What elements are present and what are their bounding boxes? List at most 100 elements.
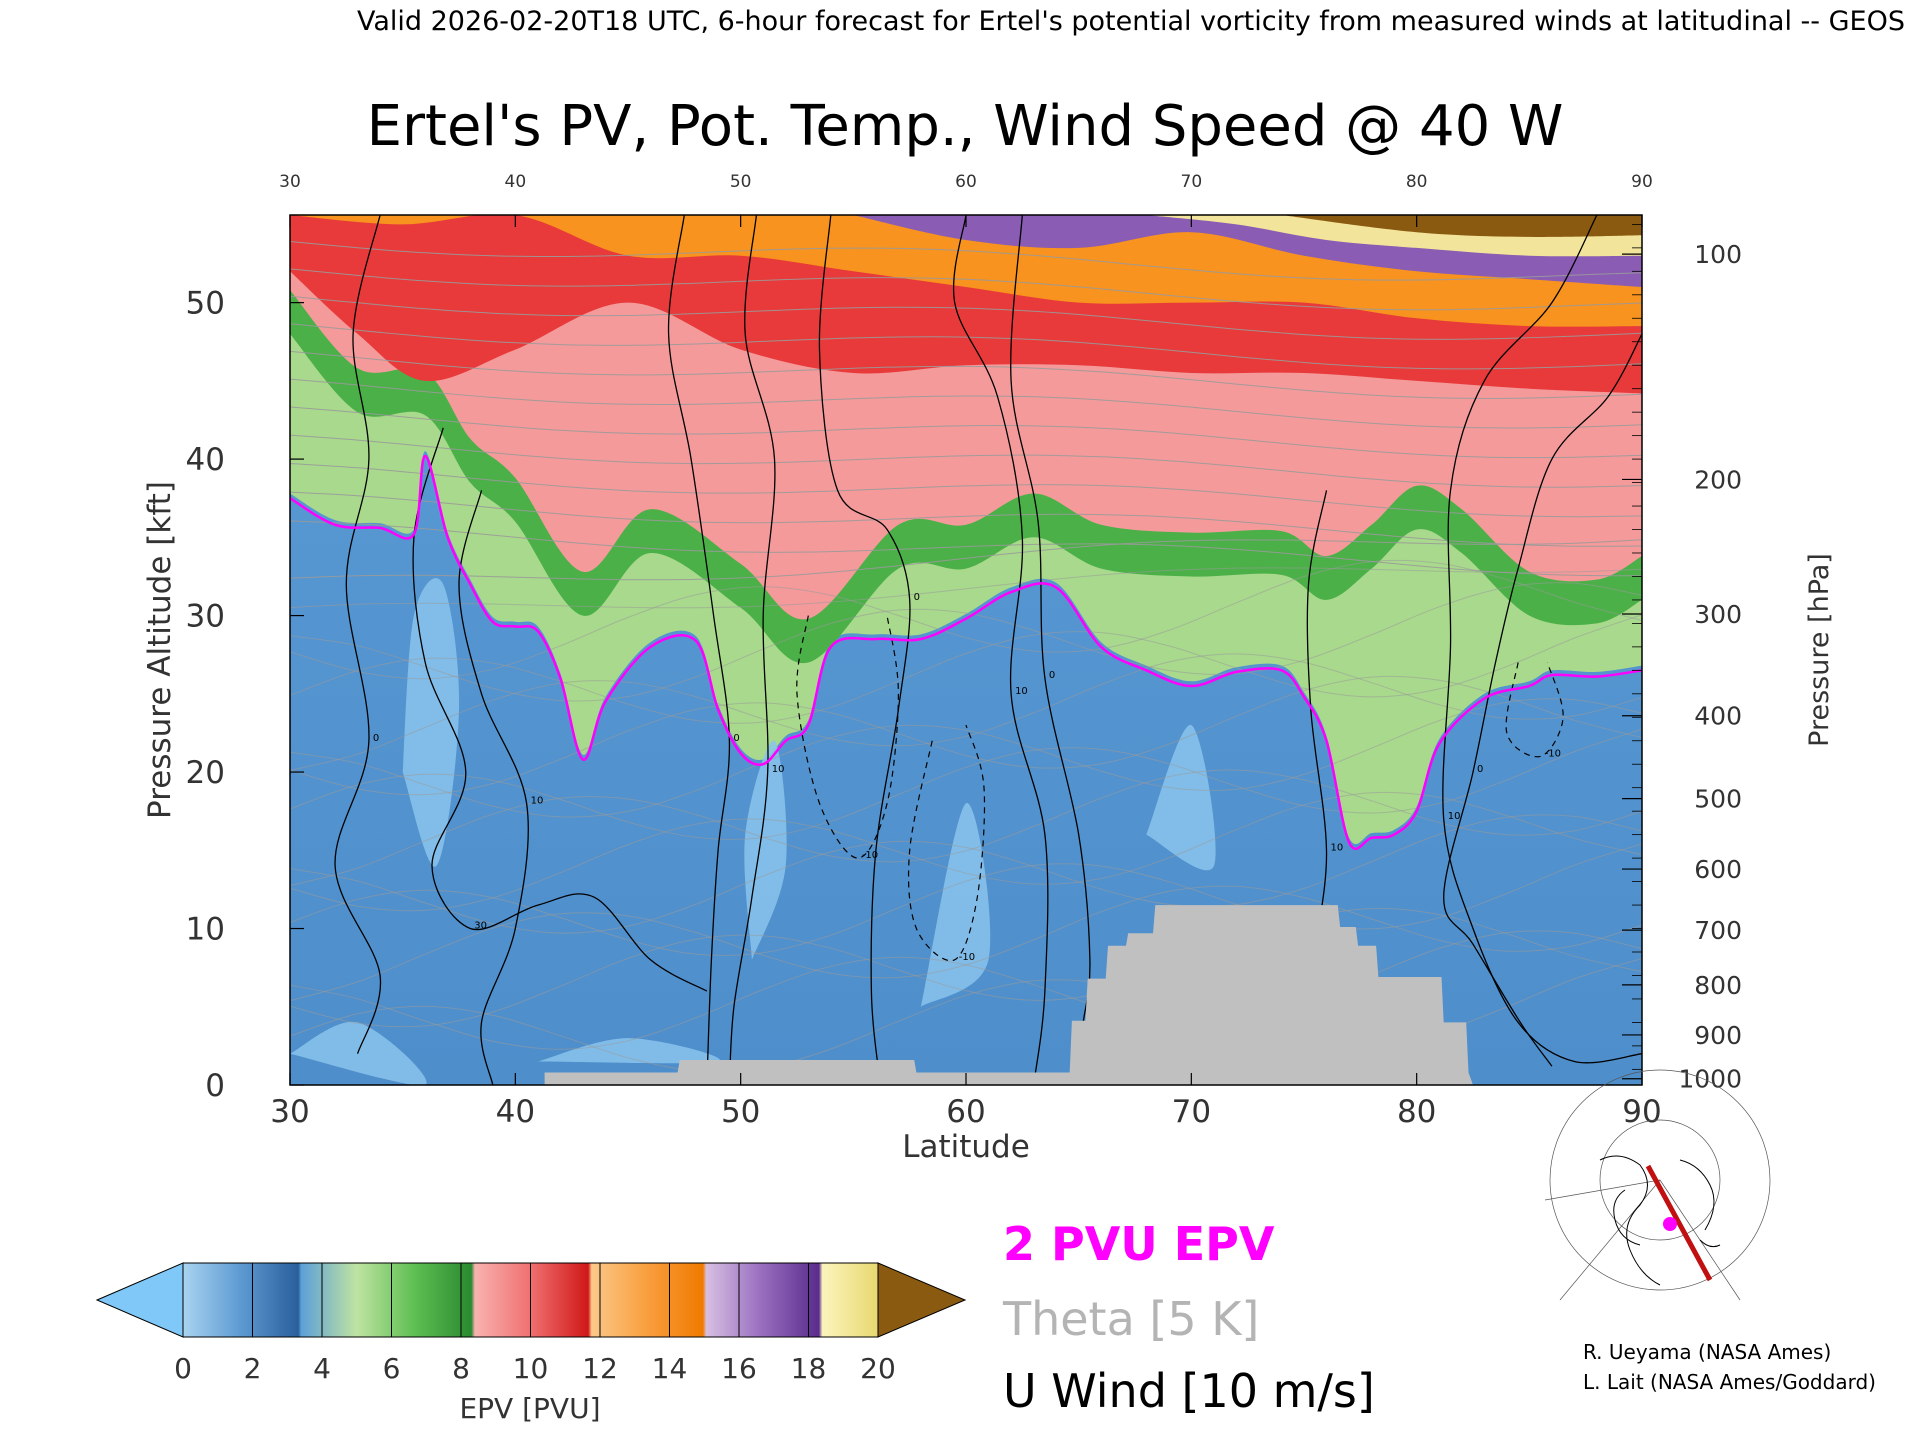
theta-contour: [290, 463, 1642, 518]
y-tick-label-right: 300: [1694, 600, 1742, 629]
y2-axis-label: Pressure [hPa]: [1804, 553, 1835, 747]
y-tick-label-right: 100: [1694, 240, 1742, 269]
low-epv-patches: [290, 578, 1216, 1085]
theta-contour: [290, 491, 1642, 547]
forecast-header: Valid 2026-02-20T18 UTC, 6-hour forecast…: [357, 6, 1905, 37]
x-tick-label-bottom: 50: [721, 1094, 760, 1130]
x-tick-label-top: 70: [1181, 172, 1203, 192]
u-wind-label: 10: [531, 795, 544, 806]
colorbar-tick-label: 8: [452, 1352, 470, 1385]
u-wind-contour: [818, 215, 911, 1085]
u-wind-label: 10: [1331, 842, 1344, 853]
theta-contour: [290, 675, 1642, 796]
colorbar-ticks: 0 2 4 6 8 10 12 14 16 18 20: [174, 1263, 896, 1385]
low-epv-patch: [1146, 724, 1216, 871]
chart-title: Ertel's PV, Pot. Temp., Wind Speed @ 40 …: [367, 94, 1564, 159]
colorbar-low-arrow: [95, 1262, 184, 1338]
u-wind-dashed-contour: [796, 615, 900, 859]
credit-ueyama: R. Ueyama (NASA Ames): [1583, 1340, 1831, 1364]
theta-contour: [290, 241, 1642, 281]
legend-pv: 2 PVU EPV: [1003, 1217, 1275, 1271]
x-tick-label-bottom: 90: [1622, 1094, 1661, 1130]
colorbar-tick-label: 14: [652, 1352, 688, 1385]
x-tick-label-top: 40: [505, 172, 527, 192]
y-tick-label-right: 400: [1694, 702, 1742, 731]
y-axis-label: Pressure Altitude [kft]: [142, 481, 178, 819]
u-wind-label: 0: [1477, 764, 1483, 775]
u-wind-contour: [1443, 333, 1642, 1067]
epv-band-brown: [1281, 215, 1642, 237]
colorbar-high-arrow: [877, 1262, 967, 1338]
y-tick-label-left: 10: [186, 912, 225, 948]
y-tick-label-right: 1000: [1678, 1065, 1742, 1094]
y-tick-label-right: 700: [1694, 916, 1742, 945]
u-wind-label: 10: [772, 764, 785, 775]
y-tick-label-right: 200: [1694, 465, 1742, 494]
legend-theta: Theta [5 K]: [1002, 1292, 1259, 1346]
u-wind-label: -10: [1545, 748, 1561, 759]
legend-uwind: U Wind [10 m/s]: [1003, 1364, 1375, 1418]
u-wind-contour: [667, 215, 731, 1085]
y-tick-label-left: 20: [186, 755, 225, 791]
colorbar-tick-label: 20: [860, 1352, 896, 1385]
y-tick-label-left: 40: [186, 442, 225, 478]
x-axis-label: Latitude: [902, 1129, 1030, 1165]
u-wind-dashed-contour: [1505, 662, 1564, 758]
colorbar-label: EPV [PVU]: [459, 1392, 600, 1425]
x-tick-label-bottom: 40: [496, 1094, 535, 1130]
x-axis-top: 30 40 50 60 70 80 90: [279, 172, 1653, 227]
inset-map: [1542, 1069, 1771, 1304]
u-wind-contour: [412, 427, 708, 992]
u-wind-contour: [728, 215, 776, 1085]
theta-contour: [290, 406, 1642, 459]
low-epv-patch: [744, 740, 787, 960]
colorbar-tick-label: 18: [791, 1352, 827, 1385]
theta-contour: [290, 698, 1642, 818]
theta-contour: [290, 559, 1642, 680]
y-tick-label-left: 0: [205, 1068, 225, 1104]
x-tick-label-top: 50: [730, 172, 752, 192]
theta-contour: [290, 907, 1642, 1028]
theta-contour: [290, 769, 1642, 887]
theta-contour: [290, 434, 1642, 488]
x-tick-label-top: 30: [279, 172, 301, 192]
theta-contour: [290, 614, 1642, 724]
theta-contour: [290, 268, 1642, 311]
theta-contour: [290, 323, 1642, 370]
y-tick-label-right: 600: [1694, 855, 1742, 884]
colorbar-tick-label: 4: [313, 1352, 331, 1385]
colorbar-tick-label: 12: [582, 1352, 618, 1385]
colorbar-tick-label: 2: [244, 1352, 262, 1385]
theta-contour: [290, 582, 1642, 702]
colorbar: 0 2 4 6 8 10 12 14 16 18 20 EPV [PVU]: [95, 1262, 967, 1425]
theta-contour: [290, 378, 1642, 429]
pv-2pvu-contour: [290, 454, 1642, 850]
x-tick-label-bottom: 80: [1397, 1094, 1436, 1130]
u-wind-label: 30: [474, 921, 487, 932]
u-wind-label: 10: [1015, 686, 1028, 697]
cross-section-line: [1645, 1164, 1713, 1282]
u-wind-label: -10: [959, 952, 975, 963]
u-wind-contour: [334, 215, 382, 1054]
theta-contour: [290, 791, 1642, 912]
x-tick-label-top: 80: [1406, 172, 1428, 192]
colorbar-tick-label: 16: [721, 1352, 757, 1385]
theta-contour: [290, 539, 1642, 581]
low-epv-patch: [920, 802, 991, 1007]
x-tick-label-top: 90: [1631, 172, 1653, 192]
theta-contour: [290, 567, 1642, 609]
x-tick-label-bottom: 30: [270, 1094, 309, 1130]
u-wind-label: 0: [1049, 670, 1055, 681]
u-wind-label: 0: [914, 592, 920, 603]
theta-contour: [290, 350, 1642, 399]
u-wind-label: -10: [862, 850, 878, 861]
credit-lait: L. Lait (NASA Ames/Goddard): [1583, 1370, 1876, 1394]
x-tick-label-bottom: 60: [946, 1094, 985, 1130]
colorbar-tick-label: 6: [383, 1352, 401, 1385]
epv-bands: [290, 215, 1642, 845]
u-wind-contour: [1010, 215, 1091, 1023]
u-wind-label: 0: [373, 733, 379, 744]
theta-contour: [290, 295, 1642, 340]
theta-contour: [290, 814, 1642, 934]
